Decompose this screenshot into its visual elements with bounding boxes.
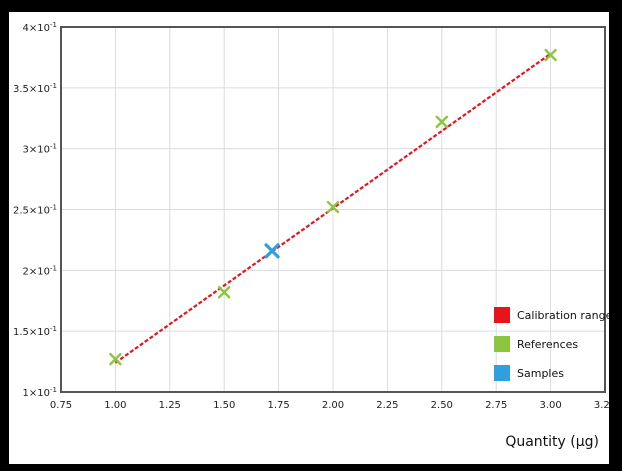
series-layer (109, 48, 557, 366)
x-tick-label: 3.00 (539, 400, 561, 411)
legend-swatch-calibration-range (494, 307, 510, 323)
reference-point (217, 286, 231, 299)
sample-point (264, 243, 280, 259)
y-tick-label: 3.5×10-1 (13, 82, 57, 95)
reference-point (109, 352, 122, 366)
reference-point (326, 200, 340, 214)
legend-label-samples: Samples (517, 367, 564, 380)
legend: Calibration range References Samples (494, 307, 609, 381)
reference-point (435, 115, 448, 129)
y-tick-label: 2.5×10-1 (13, 204, 57, 217)
x-tick-label: 1.50 (213, 400, 235, 411)
x-axis-label: Quantity (µg) (505, 434, 599, 450)
y-tick-label: 2×10-1 (23, 264, 57, 277)
legend-label-references: References (517, 338, 578, 351)
calibration-chart: 0.75 1.00 1.25 1.50 1.75 2.00 2.25 2.50 2.75 3.00… (13, 21, 609, 450)
x-tick-label: 1.25 (159, 400, 181, 411)
plot-border (60, 26, 606, 393)
y-tick-label: 1.5×10-1 (13, 325, 57, 338)
chart-frame: 0.75 1.00 1.25 1.50 1.75 2.00 2.25 2.50 2.75 3.00… (9, 12, 609, 464)
x-tick-label: 1.75 (267, 400, 289, 411)
legend-swatch-samples (494, 365, 510, 381)
x-tick-label: 2.75 (485, 400, 507, 411)
x-tick-label: 2.25 (376, 400, 398, 411)
x-tick-label: 0.75 (50, 400, 72, 411)
x-tick-label: 3.25 (594, 400, 609, 411)
y-tick-label: 3×10-1 (23, 143, 57, 156)
legend-swatch-references (494, 336, 510, 352)
x-tick-label: 2.50 (431, 400, 453, 411)
y-tick-labels: 1×10-1 1.5×10-1 2×10-1 2.5×10-1 3×10-1 3.5×10… (13, 21, 57, 399)
reference-point (544, 48, 557, 62)
x-tick-label: 1.00 (104, 400, 126, 411)
y-tick-label: 4×10-1 (23, 21, 57, 34)
legend-label-calibration-range: Calibration range (517, 309, 609, 322)
y-tick-label: 1×10-1 (23, 386, 57, 399)
x-tick-labels: 0.75 1.00 1.25 1.50 1.75 2.00 2.25 2.50 2.75 3.00… (50, 400, 609, 411)
x-tick-label: 2.00 (322, 400, 344, 411)
